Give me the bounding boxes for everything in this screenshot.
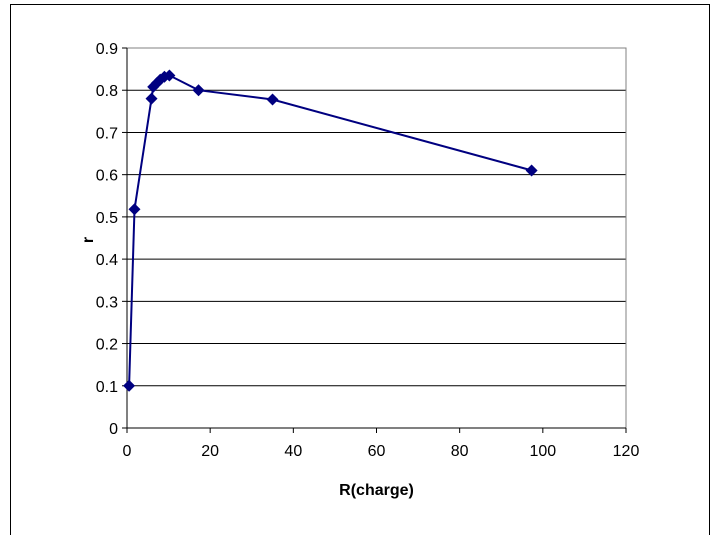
y-tick-label: 0.2	[96, 337, 118, 354]
data-point-marker	[163, 69, 176, 82]
y-tick-label: 0	[109, 421, 118, 438]
data-point-marker	[128, 203, 141, 216]
x-tick-label: 60	[368, 443, 386, 460]
y-tick-label: 0.1	[96, 379, 118, 396]
y-tick-label: 0.4	[96, 252, 118, 269]
data-point-marker	[145, 92, 158, 105]
data-point-marker	[266, 93, 279, 106]
x-tick-label: 20	[201, 443, 219, 460]
x-tick-label: 0	[123, 443, 132, 460]
x-tick-label: 120	[613, 443, 640, 460]
y-tick-label: 0.5	[96, 210, 118, 227]
y-tick-label: 0.3	[96, 294, 118, 311]
series-line	[128, 74, 532, 386]
y-tick-label: 0.6	[96, 168, 118, 185]
chart-frame	[10, 4, 710, 535]
y-tick-label: 0.8	[96, 83, 118, 100]
axes	[122, 47, 627, 433]
tick-labels: 0 0.1 0.2 0.3 0.4 0.5 0.6 0.7 0.8 0.9 0 20 40 60 80 100…	[96, 41, 640, 460]
plot-area	[126, 47, 627, 429]
gridlines	[127, 47, 626, 387]
data-markers	[123, 69, 538, 392]
x-tick-label: 100	[529, 443, 556, 460]
x-tick-label: 80	[451, 443, 469, 460]
y-tick-label: 0.7	[96, 125, 118, 142]
x-axis-title: R(charge)	[339, 482, 414, 499]
y-tick-label: 0.9	[96, 41, 118, 58]
x-tick-label: 40	[284, 443, 302, 460]
data-point-marker	[123, 379, 136, 392]
data-point-marker	[192, 84, 205, 97]
y-axis-title: r	[80, 237, 97, 243]
data-point-marker	[525, 164, 538, 177]
